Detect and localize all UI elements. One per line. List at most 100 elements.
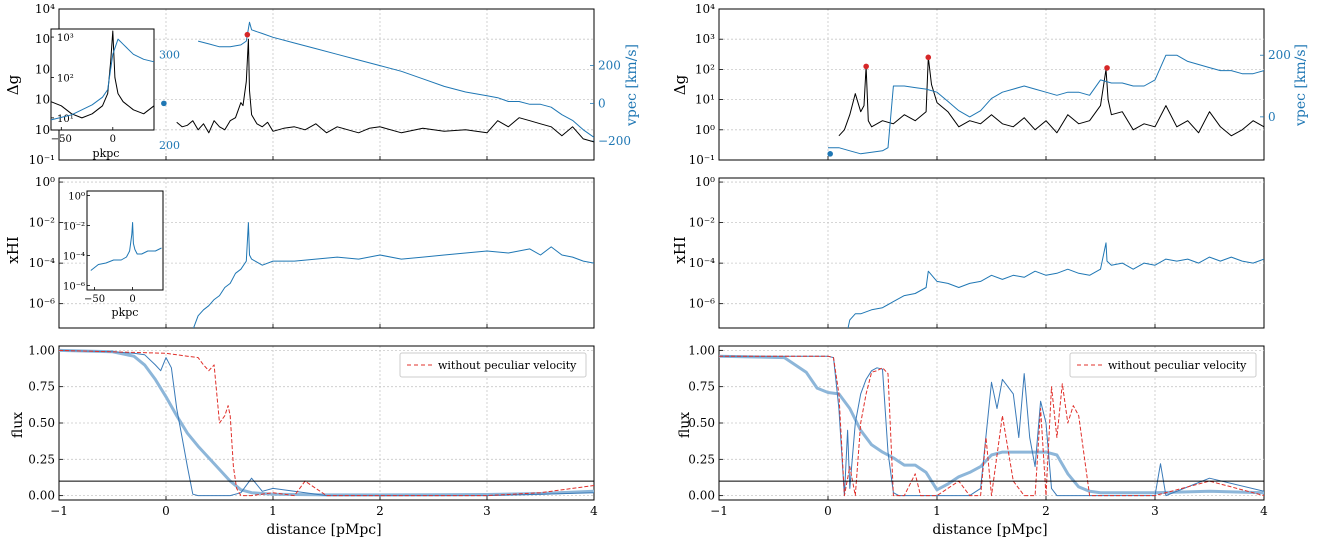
right-peak-marker bbox=[863, 63, 869, 70]
right-vpec-marker bbox=[827, 151, 833, 157]
left-peak-marker bbox=[244, 31, 251, 38]
right-flux-ytick-label: 0.75 bbox=[688, 380, 715, 394]
right-xhi-frame bbox=[718, 177, 1265, 329]
right-legend-label: without peculiar velocity bbox=[1108, 359, 1247, 372]
left-xhi-ytick-label: 10⁻⁶ bbox=[29, 297, 56, 311]
right-flux-xtick-label: 3 bbox=[1151, 504, 1159, 518]
left-xhi-inset-xlabel: pkpc bbox=[112, 306, 139, 319]
xhi-inset-frame bbox=[86, 190, 164, 291]
right-xhi-ytick-label: 10⁻⁶ bbox=[689, 297, 716, 311]
left-flux-line bbox=[59, 349, 594, 497]
right-density-ytick-label: 10¹ bbox=[695, 93, 715, 107]
left-density-y2label: vpec [km/s] bbox=[624, 44, 640, 127]
left-flux-nopec-line bbox=[59, 349, 594, 497]
left-flux-xtick-label: −1 bbox=[50, 504, 68, 518]
xhi-inset-xtick-label: 0 bbox=[129, 294, 135, 305]
right-flux-xtick-label: 0 bbox=[824, 504, 832, 518]
right-density-frame bbox=[718, 8, 1265, 161]
left-flux-xtick-label: 4 bbox=[590, 504, 598, 518]
density-inset-ytick-label: 10³ bbox=[57, 33, 74, 44]
right-flux-xtick-label: 1 bbox=[933, 504, 941, 518]
right-flux-line bbox=[719, 355, 1264, 497]
left-xhi-ytick-label: 10⁻⁴ bbox=[29, 256, 56, 270]
left-vpec-ytick-label: −200 bbox=[598, 134, 631, 148]
xhi-inset-xtick-label: −50 bbox=[84, 294, 105, 305]
right-peak-marker bbox=[1104, 65, 1110, 71]
left-flux-xtick-label: 2 bbox=[376, 504, 384, 518]
left-flux-ytick-label: 1.00 bbox=[28, 343, 55, 357]
right-flux-xtick-label: 4 bbox=[1260, 504, 1268, 518]
right-density-y2label: vpec [km/s] bbox=[1293, 44, 1309, 127]
right-flux-xtick-label: 2 bbox=[1042, 504, 1050, 518]
right-flux-legend: without peculiar velocity bbox=[1069, 352, 1257, 378]
left-flux-xtick-label: 0 bbox=[162, 504, 170, 518]
right-density-ytick-label: 10² bbox=[695, 62, 715, 76]
left-flux-ytick-label: 0.50 bbox=[28, 416, 55, 430]
density-inset-ytick-label: 10¹ bbox=[57, 114, 74, 125]
density-inset-xtick-label: 0 bbox=[110, 134, 116, 145]
density-inset-y2tick-label: 200 bbox=[159, 139, 180, 152]
right-flux-ytick-label: 0.00 bbox=[688, 489, 715, 503]
right-peak-marker bbox=[925, 54, 932, 61]
right-flux-nopec-line bbox=[719, 355, 1264, 497]
left-density-inset-xlabel: pkpc bbox=[93, 147, 120, 160]
xhi-inset-line bbox=[90, 222, 162, 271]
right-density-ytick-label: 10⁰ bbox=[695, 123, 715, 137]
right-density-line bbox=[838, 56, 1264, 137]
right-xhi-ytick-label: 10⁻² bbox=[689, 216, 716, 230]
xhi-inset-ytick-label: 10⁻² bbox=[63, 222, 85, 233]
right-vpec-ytick-label: 200 bbox=[1268, 48, 1291, 62]
left-vpec-line bbox=[197, 21, 594, 138]
left-flux-xlabel: distance [pMpc] bbox=[266, 522, 381, 538]
right-flux-smoothed-line bbox=[719, 354, 1264, 495]
left-density-ytick-label: 10³ bbox=[35, 32, 55, 46]
right-vpec-line bbox=[828, 54, 1264, 155]
right-vpec-ytick-label: 0 bbox=[1268, 110, 1276, 124]
left-xhi-frame bbox=[58, 177, 595, 329]
left-density-ytick-label: 10⁰ bbox=[35, 123, 55, 137]
density-inset-xtick-label: −50 bbox=[51, 134, 72, 145]
left-density-line bbox=[176, 38, 594, 143]
right-flux-ytick-label: 0.25 bbox=[688, 452, 715, 466]
left-density-ytick-label: 10² bbox=[35, 62, 55, 76]
left-vpec-marker bbox=[161, 100, 167, 107]
density-inset-ytick-label: 10² bbox=[57, 73, 74, 84]
right-flux-ylabel: flux bbox=[677, 412, 693, 438]
density-inset-y2tick-label: 300 bbox=[159, 48, 180, 61]
xhi-inset-ytick-label: 10⁻⁴ bbox=[63, 252, 85, 263]
right-flux-ytick-label: 1.00 bbox=[688, 343, 715, 357]
left-flux-legend: without peculiar velocity bbox=[399, 352, 587, 378]
plot-layer: 10⁴10³10²10¹10⁰10⁻¹2000−20010⁰10⁻²10⁻⁴10… bbox=[28, 2, 1291, 518]
left-legend-label: without peculiar velocity bbox=[438, 359, 577, 372]
right-density-ytick-label: 10⁻¹ bbox=[689, 153, 715, 167]
left-density-ytick-label: 10⁴ bbox=[35, 2, 55, 16]
left-density-ytick-label: 10⁻¹ bbox=[29, 153, 55, 167]
left-xhi-ylabel: xHI bbox=[4, 236, 22, 264]
right-flux-xtick-label: −1 bbox=[710, 504, 728, 518]
xhi-inset-ytick-label: 10⁰ bbox=[68, 192, 85, 203]
right-density-ylabel: Δg bbox=[671, 74, 689, 95]
right-xhi-ytick-label: 10⁰ bbox=[695, 175, 715, 189]
right-xhi-line bbox=[847, 242, 1264, 328]
density-inset-vpec-line bbox=[50, 38, 155, 121]
left-xhi-ytick-label: 10⁻² bbox=[29, 216, 56, 230]
right-flux-xlabel: distance [pMpc] bbox=[932, 522, 1047, 538]
left-flux-smoothed-line bbox=[59, 348, 594, 497]
left-vpec-ytick-label: 200 bbox=[598, 59, 621, 73]
right-density-ytick-label: 10³ bbox=[695, 32, 715, 46]
left-vpec-ytick-label: 0 bbox=[598, 96, 606, 110]
left-density-ytick-label: 10¹ bbox=[35, 93, 55, 107]
right-xhi-ytick-label: 10⁻⁴ bbox=[689, 256, 716, 270]
left-flux-xtick-label: 3 bbox=[483, 504, 491, 518]
right-density-ytick-label: 10⁴ bbox=[695, 2, 715, 16]
left-xhi-ytick-label: 10⁰ bbox=[35, 175, 55, 189]
density-inset-frame bbox=[50, 28, 155, 131]
right-flux-ytick-label: 0.50 bbox=[688, 416, 715, 430]
density-inset-line bbox=[50, 30, 155, 119]
xhi-inset-ytick-label: 10⁻⁶ bbox=[63, 282, 85, 293]
left-density-ylabel: Δg bbox=[4, 74, 22, 95]
left-xhi-line bbox=[193, 222, 594, 328]
left-flux-ytick-label: 0.75 bbox=[28, 380, 55, 394]
left-flux-ylabel: flux bbox=[10, 412, 26, 438]
